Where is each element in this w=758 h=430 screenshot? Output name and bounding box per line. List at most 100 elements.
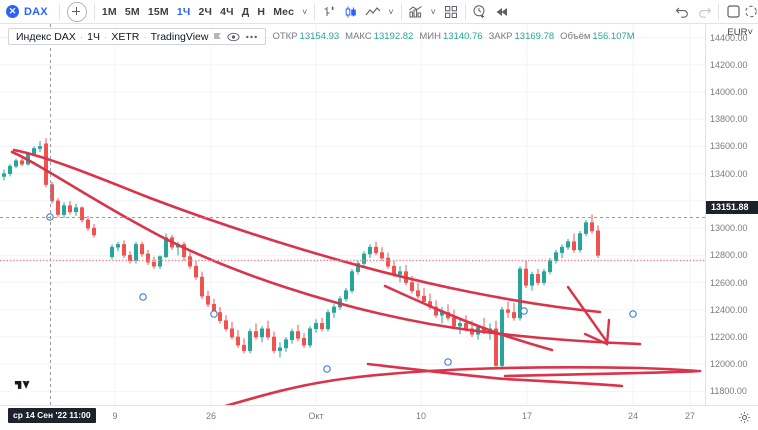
timeframe-15m[interactable]: 15М — [147, 5, 169, 18]
undo-icon[interactable] — [671, 0, 693, 24]
upper-trendline-1 — [10, 150, 642, 346]
candle — [523, 260, 528, 288]
candle — [110, 244, 115, 260]
candle — [37, 141, 42, 152]
candle — [577, 230, 582, 253]
line-chart-type-icon[interactable] — [362, 0, 384, 24]
symbol-label: DAX — [24, 5, 48, 18]
candle — [19, 157, 24, 167]
horizontal-support — [503, 369, 702, 378]
candle — [80, 206, 85, 223]
price-axis-label: 13600.00 — [710, 141, 748, 152]
lower-support-curve — [224, 366, 699, 405]
candle — [271, 331, 276, 354]
candle — [61, 202, 66, 218]
timeframe-5m[interactable]: 5М — [124, 5, 140, 18]
time-axis[interactable]: ср 14 Сен '22 11:00 9 26 Окт 10 17 24 27 — [0, 405, 758, 430]
chevron-down-icon[interactable]: ˅ — [430, 6, 436, 17]
snapshot-icon[interactable] — [744, 0, 758, 24]
time-axis-label: 10 — [415, 411, 427, 421]
more-dots-icon[interactable] — [245, 34, 258, 40]
chart-marker — [444, 358, 452, 366]
candle — [331, 304, 336, 318]
candle — [553, 249, 558, 264]
timeframe-4h[interactable]: 4Ч — [220, 5, 234, 18]
candle — [254, 323, 259, 340]
ohlc-open: ОТКР 13154.93 — [272, 31, 340, 42]
candle — [313, 319, 318, 333]
fullscreen-icon[interactable] — [722, 0, 744, 24]
candle — [379, 247, 384, 261]
candle — [74, 203, 79, 216]
candle — [301, 332, 306, 348]
replay-icon[interactable] — [491, 0, 513, 24]
indicators-icon[interactable] — [405, 0, 427, 24]
flag-icon[interactable] — [213, 32, 222, 42]
candle — [242, 338, 247, 354]
price-axis-label: 11800.00 — [710, 386, 747, 397]
candle — [206, 290, 211, 308]
candle — [361, 251, 366, 267]
price-axis-label: 12000.00 — [710, 359, 748, 370]
chart-marker — [139, 293, 147, 301]
candle — [218, 307, 223, 324]
candle — [415, 282, 420, 299]
candle — [571, 233, 576, 253]
chevron-down-icon[interactable]: ˅ — [388, 6, 394, 17]
symbol-button[interactable]: ✕ DAX — [0, 0, 56, 24]
candle — [355, 260, 360, 275]
legend-source-box[interactable]: Индекс DAX · 1Ч · XETR · TradingView — [8, 28, 267, 45]
timeframe-1m[interactable]: 1М — [101, 5, 117, 18]
legend-title: Индекс DAX · 1Ч · XETR · TradingView — [16, 30, 209, 43]
alert-icon[interactable] — [469, 0, 491, 24]
timeframe-month[interactable]: Мес — [273, 5, 295, 18]
candle — [535, 268, 540, 286]
drawings-layer — [10, 148, 702, 405]
time-axis-label: 17 — [521, 411, 533, 421]
chart-marker — [323, 365, 331, 373]
candle — [188, 251, 193, 269]
timeframe-2h[interactable]: 2Ч — [198, 5, 213, 18]
price-axis[interactable]: EUR˅ 14400.00 14200.00 14000.00 13800.00 136… — [705, 24, 758, 405]
timeframe-1h[interactable]: 1Ч — [176, 5, 191, 18]
svg-text:n: n — [331, 6, 334, 12]
time-axis-label: 26 — [205, 411, 217, 421]
candle-chart-type-icon[interactable] — [340, 0, 362, 24]
add-symbol-button[interactable] — [66, 1, 87, 22]
candlestick-plot — [0, 24, 705, 405]
candle — [194, 260, 199, 280]
time-axis-label: 9 — [112, 411, 118, 421]
ohlc-close: ЗАКР 13169.78 — [488, 31, 555, 42]
candle — [43, 138, 48, 188]
candle — [421, 287, 426, 305]
timeframe-day[interactable]: Д — [241, 5, 250, 18]
ohlc-low: МИН 13140.76 — [419, 31, 483, 42]
divider — [464, 3, 466, 20]
redo-icon[interactable] — [693, 0, 715, 24]
candle — [505, 301, 510, 318]
price-pane[interactable]: Индекс DAX · 1Ч · XETR · TradingView ОТК… — [0, 24, 705, 405]
candle — [140, 241, 145, 257]
price-axis-label: 13800.00 — [710, 114, 748, 125]
templates-icon[interactable] — [440, 0, 462, 24]
candle — [307, 326, 312, 348]
price-axis-label: 14200.00 — [710, 59, 748, 70]
current-price-badge: 13151.88 — [706, 200, 758, 214]
time-axis-label: Окт — [308, 411, 324, 421]
eye-icon[interactable] — [227, 32, 240, 42]
candle — [343, 287, 348, 302]
support-line-2 — [366, 362, 624, 388]
candle — [373, 241, 378, 256]
chevron-down-icon[interactable]: ˅ — [302, 6, 308, 17]
candle — [55, 198, 60, 218]
candle — [385, 252, 390, 269]
currency-selector[interactable]: EUR˅ — [727, 27, 753, 38]
bar-chart-type-icon[interactable]: n — [318, 0, 340, 24]
timeframe-week[interactable]: Н — [257, 5, 266, 18]
gear-icon[interactable] — [738, 411, 751, 424]
candle — [499, 307, 504, 370]
breakdown-arrow-head — [583, 318, 611, 346]
candle — [182, 241, 187, 261]
candle — [493, 320, 498, 370]
